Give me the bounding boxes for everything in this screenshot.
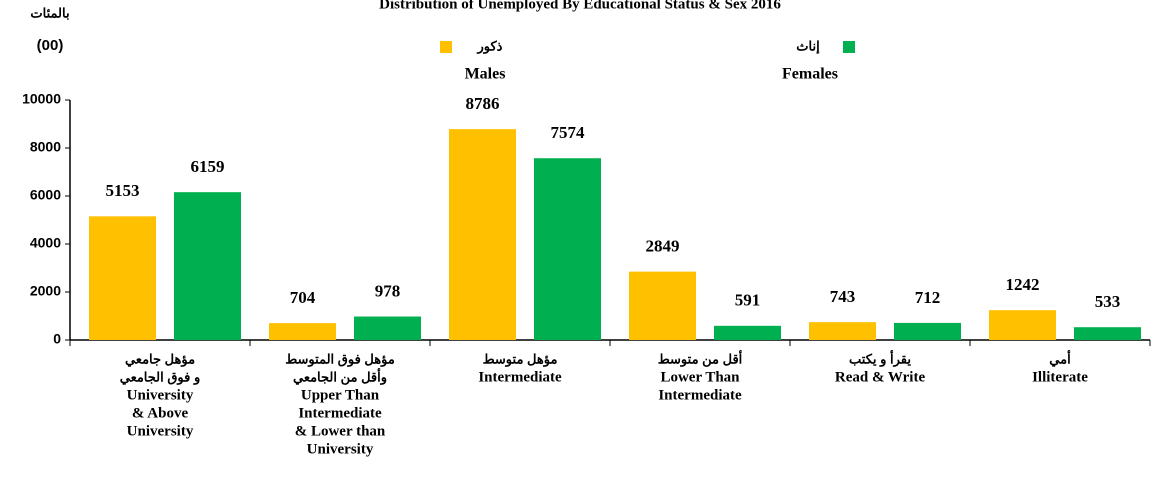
legend-label: Females xyxy=(782,66,838,83)
y-unit: (00) xyxy=(37,37,64,54)
y-tick-label: 4000 xyxy=(30,235,61,251)
bar xyxy=(989,310,1056,340)
y-tick-label: 0 xyxy=(53,331,61,347)
x-tick-label: Lower Than xyxy=(660,369,740,385)
bar xyxy=(354,316,421,340)
x-tick-label: University xyxy=(127,387,194,403)
data-label: 7574 xyxy=(551,123,586,142)
x-tick-label: University xyxy=(307,441,374,457)
bar xyxy=(1074,327,1141,340)
x-tick-label: مؤهل فوق المتوسط xyxy=(285,351,395,367)
data-label: 591 xyxy=(735,291,761,310)
x-tick-label: Upper Than xyxy=(301,387,380,403)
x-tick-label: أمي xyxy=(1049,350,1071,367)
x-tick-label: & Above xyxy=(132,405,189,421)
x-tick-label: يقرأ و يكتب xyxy=(849,350,911,367)
bar xyxy=(89,216,156,340)
bar xyxy=(809,322,876,340)
bar xyxy=(534,158,601,340)
bar xyxy=(714,325,781,340)
data-label: 978 xyxy=(375,281,401,300)
bar xyxy=(894,322,961,340)
bar xyxy=(449,129,516,340)
data-label: 533 xyxy=(1095,292,1121,311)
legend-swatch xyxy=(440,41,452,53)
bar xyxy=(629,271,696,340)
bar xyxy=(174,192,241,340)
legend-label: ذكور xyxy=(477,38,503,54)
x-tick-label: Illiterate xyxy=(1032,369,1088,385)
y-tick-label: 8000 xyxy=(30,139,61,155)
y-unit: بالمئات xyxy=(30,5,69,20)
x-tick-label: مؤهل جامعي xyxy=(125,351,195,367)
legend-label: Males xyxy=(465,66,506,83)
x-tick-label: Read & Write xyxy=(835,369,926,385)
y-tick-label: 6000 xyxy=(30,187,61,203)
chart-title: Distribution of Unemployed By Educationa… xyxy=(379,0,781,12)
bar xyxy=(269,323,336,340)
x-tick-label: وأقل من الجامعي xyxy=(293,368,387,385)
legend-label: إناث xyxy=(796,38,820,54)
x-tick-label: أقل من متوسط xyxy=(658,350,743,367)
x-tick-label: & Lower than xyxy=(295,423,386,439)
x-tick-label: و فوق الجامعي xyxy=(120,369,201,385)
x-tick-label: University xyxy=(127,423,194,439)
legend-swatch xyxy=(843,41,855,53)
x-tick-label: Intermediate xyxy=(298,405,382,421)
data-label: 2849 xyxy=(646,237,680,256)
data-label: 743 xyxy=(830,287,856,306)
data-label: 5153 xyxy=(106,181,140,200)
x-tick-label: مؤهل متوسط xyxy=(483,351,558,367)
data-label: 6159 xyxy=(191,157,225,176)
x-tick-label: Intermediate xyxy=(658,387,742,403)
data-label: 8786 xyxy=(466,94,500,113)
y-tick-label: 10000 xyxy=(22,91,61,107)
data-label: 704 xyxy=(290,288,316,307)
x-tick-label: Intermediate xyxy=(478,369,562,385)
data-label: 712 xyxy=(915,288,941,307)
data-label: 1242 xyxy=(1006,275,1040,294)
y-tick-label: 2000 xyxy=(30,283,61,299)
